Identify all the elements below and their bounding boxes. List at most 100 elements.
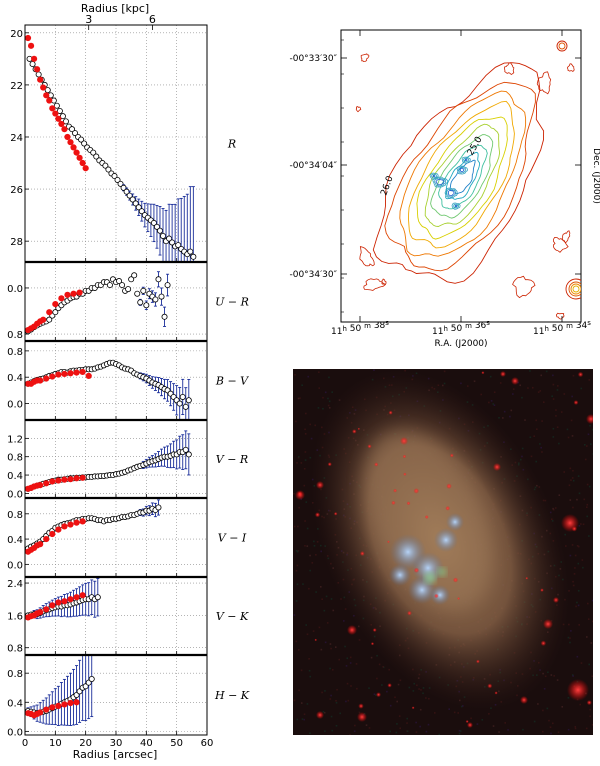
x-tick-label: 30	[110, 738, 123, 749]
data-point-filled	[37, 541, 44, 548]
noise-pixel	[503, 410, 506, 413]
dec-axis-label: Dec. (J2000)	[591, 148, 600, 204]
data-point-open	[134, 290, 141, 297]
knot-contour	[446, 188, 457, 198]
foreground-stars	[295, 371, 593, 728]
data-point-filled	[58, 295, 65, 302]
y-tick-label: 0.4	[7, 698, 23, 709]
data-point-open	[190, 253, 197, 260]
noise-pixel	[345, 665, 348, 667]
noise-pixel	[302, 583, 304, 585]
noise-pixel	[330, 715, 333, 718]
noise-pixel	[307, 375, 310, 378]
noise-pixel	[415, 731, 418, 733]
star-contour	[570, 283, 581, 295]
faint-star	[413, 488, 420, 494]
faint-star	[387, 683, 392, 688]
noise-pixel	[588, 535, 590, 537]
noise-pixel	[541, 420, 543, 422]
data-point-filled	[67, 370, 74, 377]
data-point-open	[131, 272, 138, 279]
noise-pixel	[296, 564, 299, 567]
noise-pixel	[325, 595, 328, 598]
noise-pixel	[554, 507, 557, 509]
data-point-filled	[61, 126, 68, 133]
noise-pixel	[552, 427, 555, 430]
noise-pixel	[381, 684, 383, 686]
noise-pixel	[583, 498, 586, 501]
noise-pixel	[332, 609, 335, 612]
data-point-open	[128, 276, 135, 283]
noise-pixel	[578, 492, 581, 495]
profile-panel: 0.0 0.4 0.8 B − V	[7, 339, 249, 421]
knot-contour	[434, 177, 447, 187]
noise-pixel	[295, 640, 298, 643]
noise-pixel	[330, 694, 332, 697]
noise-pixel	[569, 637, 571, 639]
noise-pixel	[481, 719, 484, 721]
data-point-open	[185, 451, 192, 458]
faint-star	[402, 454, 407, 459]
noise-pixel	[498, 416, 500, 419]
faint-star	[449, 453, 454, 458]
noise-pixel	[458, 732, 461, 735]
noise-pixel	[316, 541, 319, 543]
noise-pixel	[580, 662, 583, 664]
noise-pixel	[577, 475, 580, 477]
faint-star	[367, 444, 372, 449]
noise-pixel	[577, 604, 580, 607]
noise-pixel	[328, 400, 331, 403]
red-star	[316, 711, 324, 719]
top-axis-label: Radius [kpc]	[81, 2, 149, 15]
noise-pixel	[308, 669, 311, 672]
noise-pixel	[541, 730, 544, 733]
noise-pixel	[564, 545, 567, 547]
noise-contour	[512, 275, 536, 299]
knot-contour	[456, 165, 468, 175]
noise-pixel	[309, 675, 312, 678]
noise-pixel	[579, 703, 582, 706]
faint-star	[525, 576, 529, 580]
y-tick-label: 2.4	[7, 579, 23, 590]
knot-contour	[463, 157, 470, 163]
noise-pixel	[330, 647, 332, 650]
data-point-filled	[73, 699, 80, 706]
noise-pixel	[406, 722, 408, 724]
data-point-filled	[40, 316, 47, 323]
noise-pixel	[329, 698, 332, 700]
knot-contour	[429, 172, 439, 180]
data-point-filled	[73, 149, 80, 156]
data-point-filled	[43, 375, 50, 382]
noise-pixel	[303, 718, 306, 721]
data-point-open	[56, 107, 63, 114]
data-point-open	[179, 393, 186, 400]
noise-pixel	[585, 445, 588, 447]
data-point-open	[52, 309, 59, 316]
y-tick-label: 0.8	[7, 330, 23, 341]
noise-pixel	[304, 459, 307, 461]
faint-star	[573, 400, 579, 405]
noise-pixel	[467, 385, 469, 387]
data-point-filled	[49, 373, 56, 380]
noise-pixel	[571, 435, 574, 437]
noise-pixel	[438, 733, 441, 735]
noise-pixel	[577, 589, 580, 592]
noise-pixel	[408, 686, 411, 689]
noise-pixel	[473, 380, 476, 383]
y-tick-label: 1.2	[7, 434, 23, 445]
faint-star	[388, 410, 393, 415]
data-point-filled	[76, 289, 83, 296]
noise-pixel	[309, 423, 312, 426]
noise-pixel	[324, 391, 327, 394]
noise-pixel	[328, 376, 330, 379]
data-point-filled	[76, 154, 83, 161]
data-point-filled	[49, 602, 56, 609]
noise-pixel	[394, 696, 396, 699]
noise-pixel	[540, 446, 542, 449]
noise-pixel	[470, 717, 472, 720]
noise-pixel	[529, 370, 531, 372]
noise-pixel	[346, 657, 349, 660]
faint-star	[411, 706, 415, 710]
data-point-filled	[73, 475, 80, 482]
